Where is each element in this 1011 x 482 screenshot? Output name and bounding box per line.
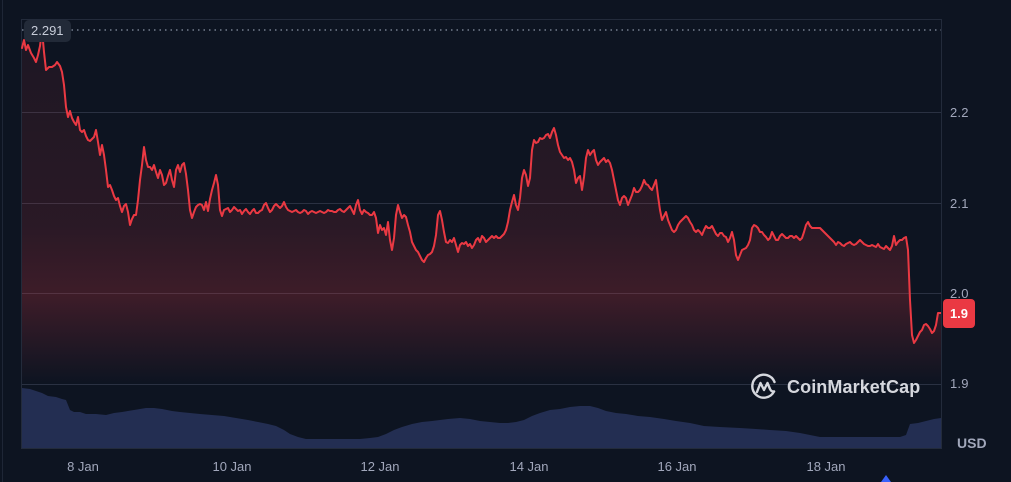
left-border — [2, 0, 3, 482]
x-tick-label: 8 Jan — [67, 459, 99, 474]
y-tick-label: 1.9 — [950, 376, 969, 391]
currency-label: USD — [957, 435, 987, 451]
y-tick-label: 2.0 — [950, 286, 969, 301]
watermark-text: CoinMarketCap — [787, 376, 921, 397]
event-marker-icon[interactable] — [881, 475, 891, 482]
x-tick-label: 14 Jan — [509, 459, 549, 474]
current-price-badge: 1.9 — [943, 299, 975, 328]
price-area-fill — [22, 30, 941, 384]
volume-area — [22, 388, 941, 448]
y-tick-label: 2.2 — [950, 105, 969, 120]
x-tick-label: 16 Jan — [657, 459, 697, 474]
x-tick-label: 12 Jan — [360, 459, 400, 474]
coinmarketcap-watermark: CoinMarketCap — [749, 372, 920, 402]
y-tick-label: 2.1 — [950, 196, 969, 211]
x-tick-label: 18 Jan — [806, 459, 846, 474]
price-line — [21, 29, 942, 344]
high-value-badge: 2.291 — [24, 20, 71, 42]
coinmarketcap-logo-icon — [751, 373, 776, 399]
x-tick-label: 10 Jan — [212, 459, 252, 474]
